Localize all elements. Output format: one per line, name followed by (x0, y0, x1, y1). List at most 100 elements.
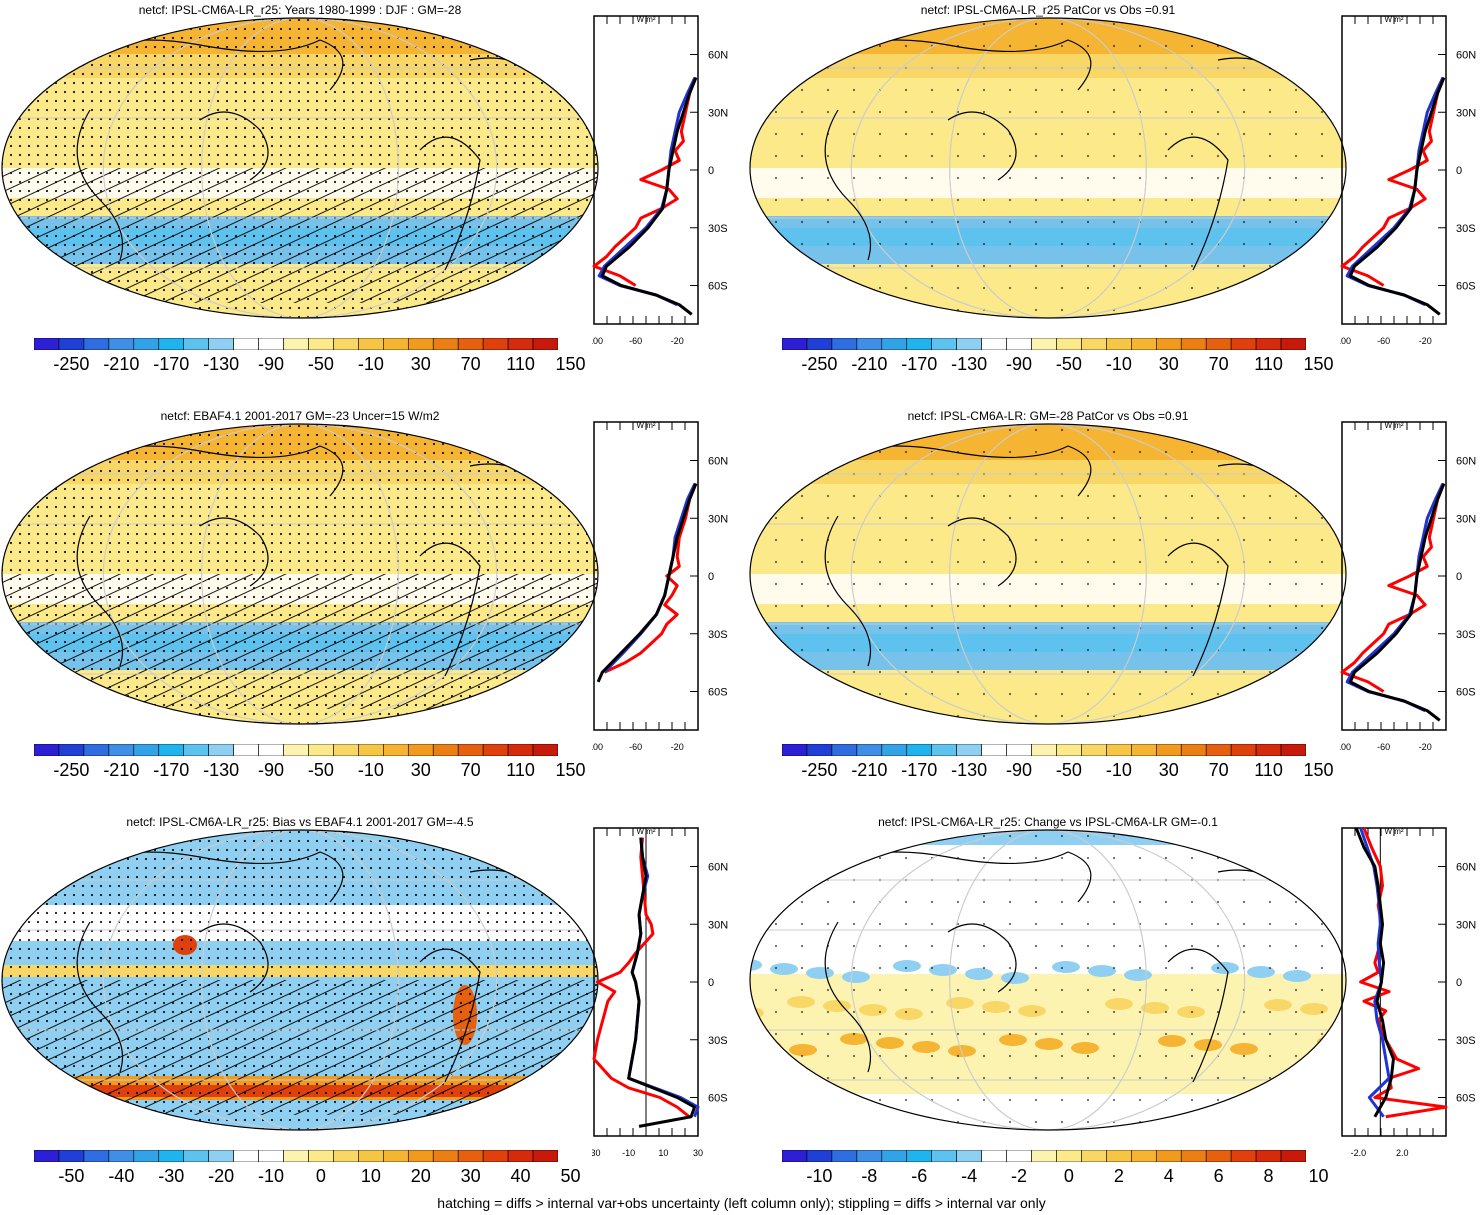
colorbar-swatch (258, 338, 284, 350)
zonal-x-tick-label: -60 (629, 336, 642, 346)
colorbar-swatch (133, 1150, 160, 1162)
colorbar-swatch (283, 744, 309, 756)
zonal-x-tick-label: -20 (1419, 336, 1432, 346)
colorbar-swatch (782, 744, 808, 756)
colorbar-swatch (482, 1150, 509, 1162)
colorbar-label: -8 (861, 1166, 878, 1186)
colorbar-label: 40 (510, 1166, 531, 1186)
colorbar-swatch (83, 1150, 110, 1162)
lat-tick-label: 30S (708, 223, 728, 235)
zonal-x-tick-label: -10 (622, 1148, 635, 1158)
colorbar-swatch (931, 1150, 957, 1162)
colorbar-label: 70 (460, 760, 481, 780)
lat-tick-label: 30S (708, 1035, 728, 1047)
colorbar-swatch (1180, 744, 1207, 756)
colorbar-swatch (407, 338, 434, 350)
colorbar-swatch (482, 338, 509, 350)
colorbar-swatch (58, 744, 85, 756)
colorbar-label: -50 (1055, 354, 1082, 374)
panel-5: netcf: IPSL-CM6A-LR_r25: Bias vs EBAF4.1… (0, 812, 740, 1202)
zonal-x-tick-label: -60 (1377, 336, 1390, 346)
colorbar-swatch (308, 1150, 334, 1162)
colorbar-swatch (906, 338, 933, 350)
colorbar-label: -210 (103, 354, 140, 374)
colorbar (34, 744, 558, 756)
colorbar (782, 1150, 1306, 1162)
panel-4: netcf: IPSL-CM6A-LR: GM=-28 PatCor vs Ob… (748, 406, 1483, 796)
colorbar-label: 150 (555, 354, 586, 374)
colorbar (34, 338, 558, 350)
colorbar-swatch (1081, 744, 1107, 756)
colorbar-swatch (482, 744, 509, 756)
colorbar-swatch (1280, 744, 1306, 756)
lat-tick-label: 60N (1456, 456, 1476, 468)
colorbar-swatch (1106, 744, 1132, 756)
colorbar-swatch (931, 744, 957, 756)
colorbar-label: 110 (1254, 354, 1283, 374)
colorbar-label: -250 (53, 354, 90, 374)
zonal-x-tick-label: -100 (592, 336, 603, 346)
zonal-series-model (1345, 76, 1445, 307)
lat-tick-label: 60N (708, 862, 728, 874)
colorbar-swatch (108, 1150, 135, 1162)
colorbar-swatch (831, 1150, 858, 1162)
colorbar-label: 6 (1213, 1166, 1224, 1186)
colorbar-swatch (831, 744, 858, 756)
colorbar-swatch (283, 338, 309, 350)
colorbar-label: 70 (1208, 354, 1229, 374)
panel-title: netcf: IPSL-CM6A-LR_r25: Years 1980-1999… (138, 3, 462, 17)
lat-tick-label: 60S (708, 687, 728, 699)
colorbar-swatch (1255, 744, 1282, 756)
panel-6: netcf: IPSL-CM6A-LR_r25: Change vs IPSL-… (748, 812, 1483, 1202)
zonal-x-tick-label: 30 (693, 1148, 703, 1158)
colorbar-label: -10 (806, 1166, 833, 1186)
lat-tick-label: 60S (1456, 687, 1476, 699)
colorbar-label: -10 (1105, 354, 1132, 374)
colorbar-swatch (383, 338, 409, 350)
zonal-mean-plot: 60N 30N 0 30S 60S W m² -100 -60 -20 (1340, 15, 1476, 346)
colorbar-swatch (1031, 1150, 1057, 1162)
colorbar-swatch (806, 744, 833, 756)
colorbar-label: 150 (555, 760, 586, 780)
colorbar-label: 30 (1158, 760, 1179, 780)
lat-tick-label: 0 (708, 165, 714, 177)
colorbar-swatch (806, 1150, 833, 1162)
colorbar-swatch (1155, 744, 1182, 756)
colorbar-swatch (532, 1150, 558, 1162)
colorbar-swatch (383, 1150, 409, 1162)
colorbar-swatch (233, 744, 259, 756)
colorbar-swatch (158, 744, 185, 756)
colorbar-swatch (1205, 744, 1232, 756)
zonal-x-tick-label: -60 (629, 742, 642, 752)
lat-tick-label: 30S (708, 629, 728, 641)
colorbar-swatch (1106, 1150, 1132, 1162)
colorbar-swatch (208, 338, 234, 350)
colorbar-swatch (532, 744, 558, 756)
zonal-mean-plot: 60N 30N 0 30S 60S W m² -2.0 2.0 (1341, 827, 1476, 1158)
colorbar-label: 150 (1303, 760, 1334, 780)
colorbar-swatch (432, 744, 459, 756)
lat-tick-label: 0 (1456, 165, 1462, 177)
colorbar-swatch (1280, 1150, 1306, 1162)
zonal-series-obs (1340, 77, 1446, 287)
colorbar-label: -20 (208, 1166, 235, 1186)
colorbar-swatch (856, 338, 883, 350)
colorbar-label: -210 (851, 760, 888, 780)
zonal-x-tick-label: 2.0 (1396, 1148, 1409, 1158)
colorbar-swatch (183, 338, 209, 350)
zonal-unit-label: W m² (636, 15, 655, 24)
lat-tick-label: 30N (708, 919, 728, 931)
zonal-unit-label: W m² (636, 421, 655, 430)
figure-footnote: hatching = diffs > internal var+obs unce… (437, 1195, 1046, 1211)
zonal-series-obs (603, 483, 698, 674)
colorbar-label: -90 (1006, 760, 1033, 780)
colorbar-label: 110 (506, 760, 535, 780)
map-plot (749, 17, 1347, 319)
colorbar-swatch (258, 1150, 284, 1162)
lat-tick-label: 0 (708, 977, 714, 989)
colorbar-label: 0 (315, 1166, 326, 1186)
colorbar-swatch (432, 1150, 459, 1162)
colorbar-label: 110 (1254, 760, 1283, 780)
colorbar-swatch (333, 744, 359, 756)
colorbar-swatch (208, 1150, 234, 1162)
